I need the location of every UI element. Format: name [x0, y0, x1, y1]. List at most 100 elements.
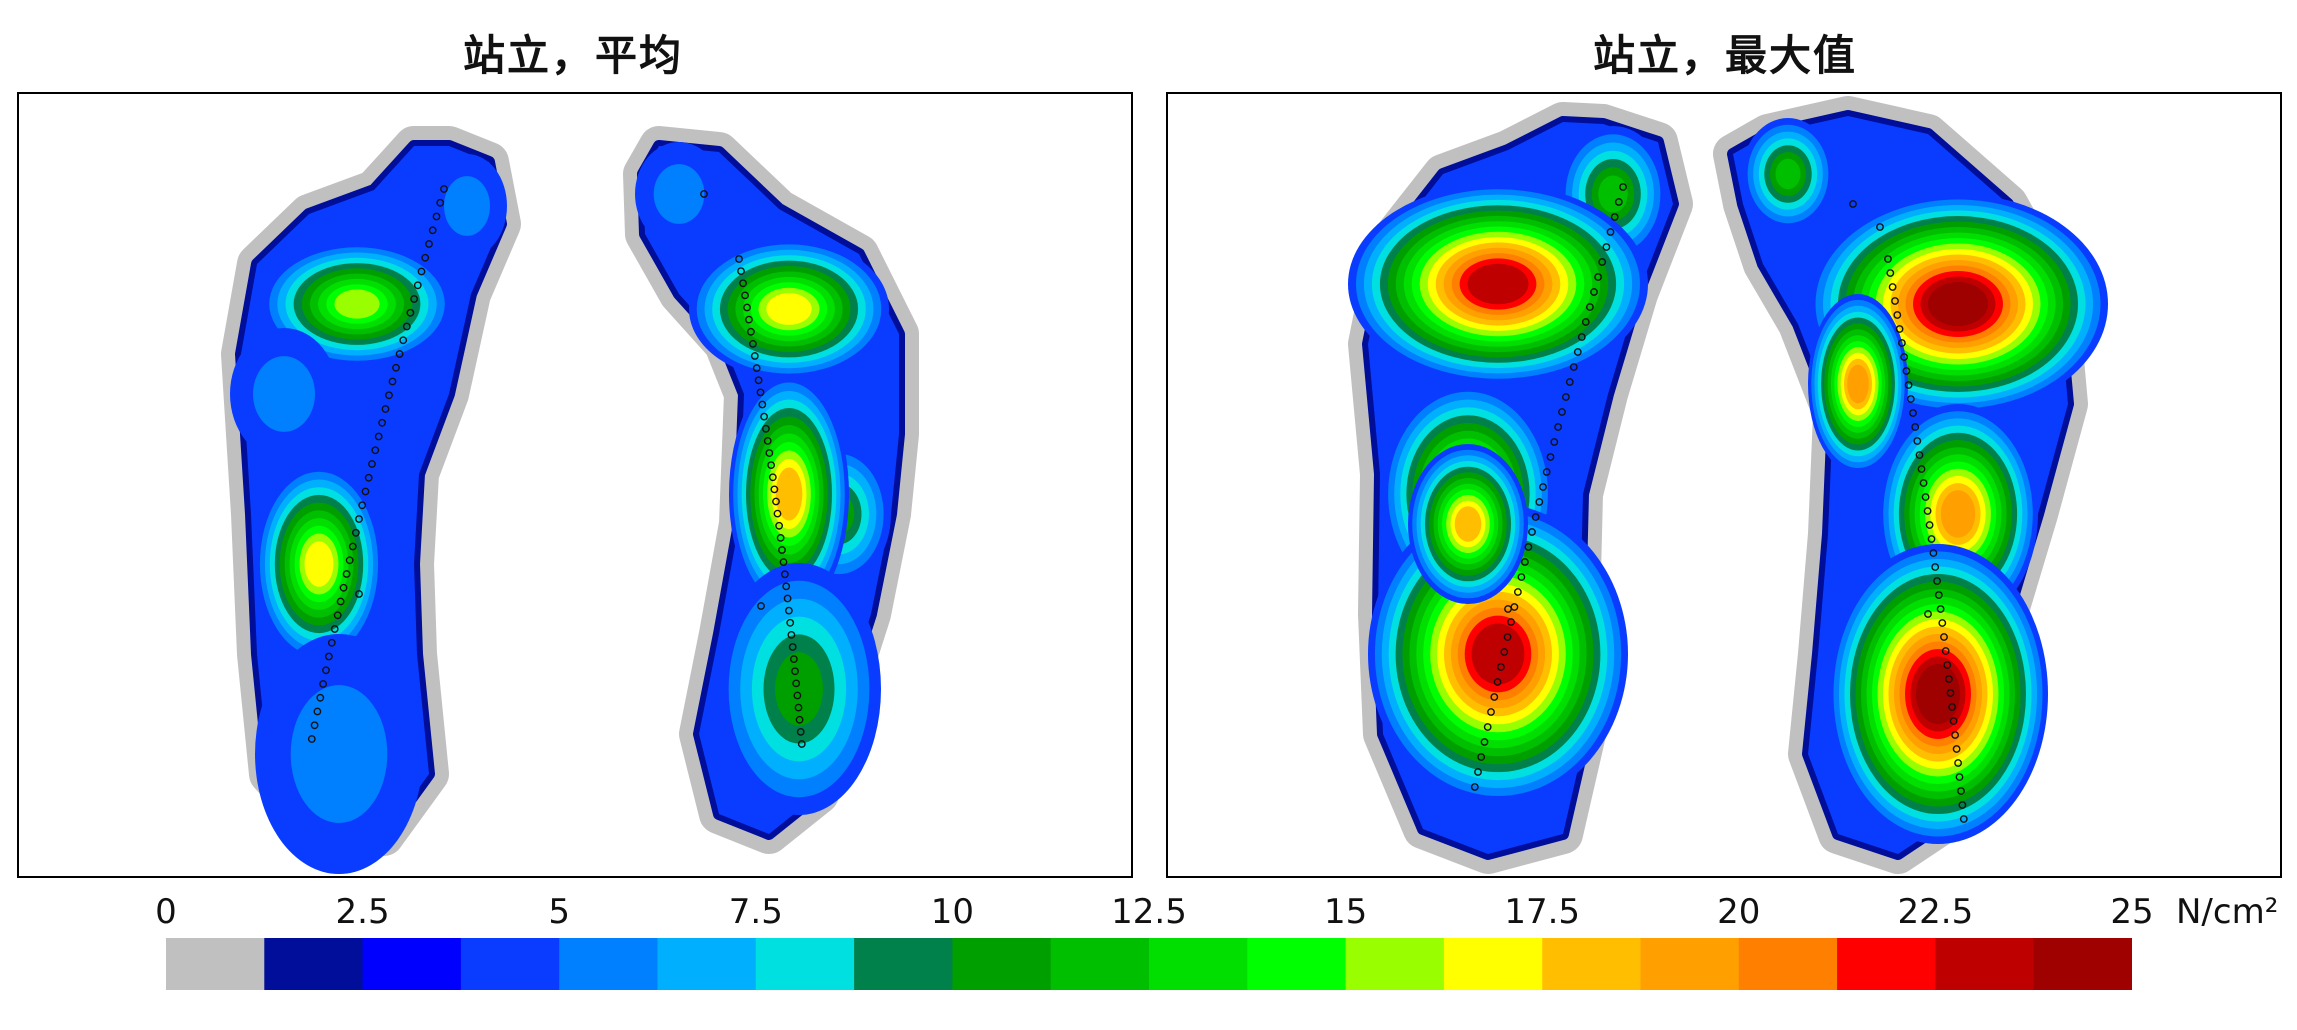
- cop-trajectory-point: [432, 212, 441, 221]
- panel-title-maximum: 站立，最大值: [1592, 31, 1857, 80]
- cop-trajectory-point: [1619, 183, 1627, 191]
- cop-trajectory-point: [440, 185, 448, 193]
- cop-trajectory-point: [1934, 591, 1943, 599]
- pressure-contour: [1940, 490, 1976, 538]
- cop-trajectory-point: [1898, 339, 1906, 347]
- footprint-left: [1348, 102, 1693, 874]
- cop-trajectory-point: [700, 190, 708, 198]
- cop-trajectory-point: [768, 473, 777, 482]
- cop-trajectory-point: [1924, 610, 1932, 618]
- cop-trajectory-point: [745, 315, 753, 324]
- cop-trajectory-point: [754, 376, 763, 385]
- cop-trajectory-point: [1906, 395, 1915, 403]
- cop-trajectory-point: [763, 436, 772, 445]
- heatmap-panel-maximum: [1166, 92, 2282, 878]
- cop-trajectory-point: [355, 590, 363, 598]
- cop-trajectory-point: [779, 558, 788, 566]
- cop-trajectory-point: [749, 339, 757, 348]
- colorbar-tick-label: 5: [548, 892, 571, 932]
- cop-trajectory-point: [1900, 353, 1908, 361]
- cop-trajectory-point: [1561, 393, 1570, 401]
- colorbar-swatch: [166, 938, 265, 990]
- cop-trajectory-point: [1891, 297, 1899, 305]
- cop-trajectory-point: [1948, 703, 1956, 711]
- cop-trajectory-point: [1915, 451, 1924, 459]
- footprint-right: [623, 126, 919, 854]
- heatmap-panel-average: [17, 92, 1133, 878]
- colorbar-swatch: [854, 938, 953, 990]
- cop-trajectory-point: [1594, 273, 1602, 281]
- pressure-contour: [1775, 158, 1801, 190]
- cop-trajectory-point: [1477, 753, 1486, 761]
- colorbar-swatch: [1542, 938, 1642, 990]
- cop-trajectory-point: [1585, 303, 1594, 311]
- cop-trajectory-point: [355, 515, 363, 523]
- colorbar-swatch: [1149, 938, 1248, 990]
- colorbar-swatch: [952, 938, 1052, 990]
- cop-trajectory-point: [752, 364, 761, 372]
- cop-trajectory-point: [1550, 438, 1559, 446]
- cop-trajectory-point: [324, 652, 333, 661]
- colorbar-swatch: [264, 938, 364, 990]
- colorbar-swatch: [2033, 938, 2133, 990]
- cop-trajectory-point: [1520, 558, 1529, 566]
- cop-trajectory-point: [1493, 678, 1502, 686]
- cop-trajectory-point: [1577, 333, 1586, 341]
- cop-trajectory-point: [791, 667, 799, 676]
- footprint-left: [221, 126, 521, 874]
- cop-trajectory-point: [1581, 318, 1590, 326]
- cop-trajectory-point: [1876, 223, 1884, 231]
- heatmap-plot-average: [221, 126, 919, 874]
- colorbar-tick-label: 0: [155, 892, 177, 932]
- cop-trajectory-point: [1849, 200, 1857, 208]
- cop-trajectory-point: [792, 679, 801, 688]
- cop-trajectory-point: [327, 638, 336, 647]
- cop-trajectory-point: [1933, 577, 1941, 585]
- cop-trajectory-point: [361, 487, 370, 496]
- colorbar-swatch: [1935, 938, 2035, 990]
- cop-trajectory-point: [1504, 605, 1512, 613]
- cop-trajectory-point: [1951, 731, 1959, 739]
- cop-trajectory-point: [796, 728, 805, 736]
- cop-trajectory-point: [781, 570, 789, 579]
- cop-trajectory-point: [743, 303, 751, 312]
- cop-trajectory-point: [1546, 453, 1555, 461]
- footprint-right: [1713, 96, 2108, 874]
- cop-trajectory-point: [316, 693, 325, 702]
- colorbar-tick-label: 25: [2110, 892, 2154, 932]
- colorbar-tick-label: 22.5: [1897, 892, 1974, 932]
- cop-trajectory-point: [1535, 498, 1544, 506]
- cop-trajectory-point: [336, 597, 345, 606]
- cop-trajectory-point: [787, 631, 796, 639]
- colorbar-swatch: [1738, 938, 1838, 990]
- cop-trajectory-point: [1474, 768, 1482, 776]
- cop-trajectory-point: [1487, 708, 1495, 716]
- colorbar-swatches: [166, 938, 2133, 990]
- cop-trajectory-point: [1927, 535, 1936, 543]
- cop-trajectory-point: [786, 618, 795, 627]
- cop-trajectory-point: [1921, 493, 1930, 501]
- cop-trajectory-point: [772, 497, 780, 506]
- pressure-contour: [1471, 623, 1525, 685]
- cop-trajectory-point: [747, 327, 755, 336]
- cop-trajectory-point: [750, 352, 759, 360]
- cop-trajectory-point: [1913, 437, 1922, 445]
- cop-trajectory-point: [1496, 663, 1505, 671]
- cop-trajectory-point: [1909, 409, 1917, 417]
- cop-trajectory-point: [758, 400, 767, 409]
- cop-trajectory-point: [351, 528, 360, 537]
- cop-trajectory-point: [381, 405, 390, 413]
- cop-trajectory-point: [378, 418, 386, 427]
- cop-trajectory-point: [319, 680, 327, 688]
- colorbar-tick-label: 2.5: [335, 892, 390, 932]
- colorbar-swatch: [1247, 938, 1347, 990]
- cop-trajectory-point: [762, 424, 770, 433]
- colorbar-tick-label: 15: [1323, 892, 1368, 932]
- colorbar-unit-label: N/cm²: [2176, 892, 2279, 932]
- cop-trajectory-point: [778, 546, 786, 554]
- colorbar-swatch: [657, 938, 757, 990]
- colorbar: [166, 938, 2133, 990]
- pressure-contour: [334, 289, 380, 319]
- cop-trajectory-point: [339, 583, 348, 592]
- pressure-contour: [775, 467, 803, 521]
